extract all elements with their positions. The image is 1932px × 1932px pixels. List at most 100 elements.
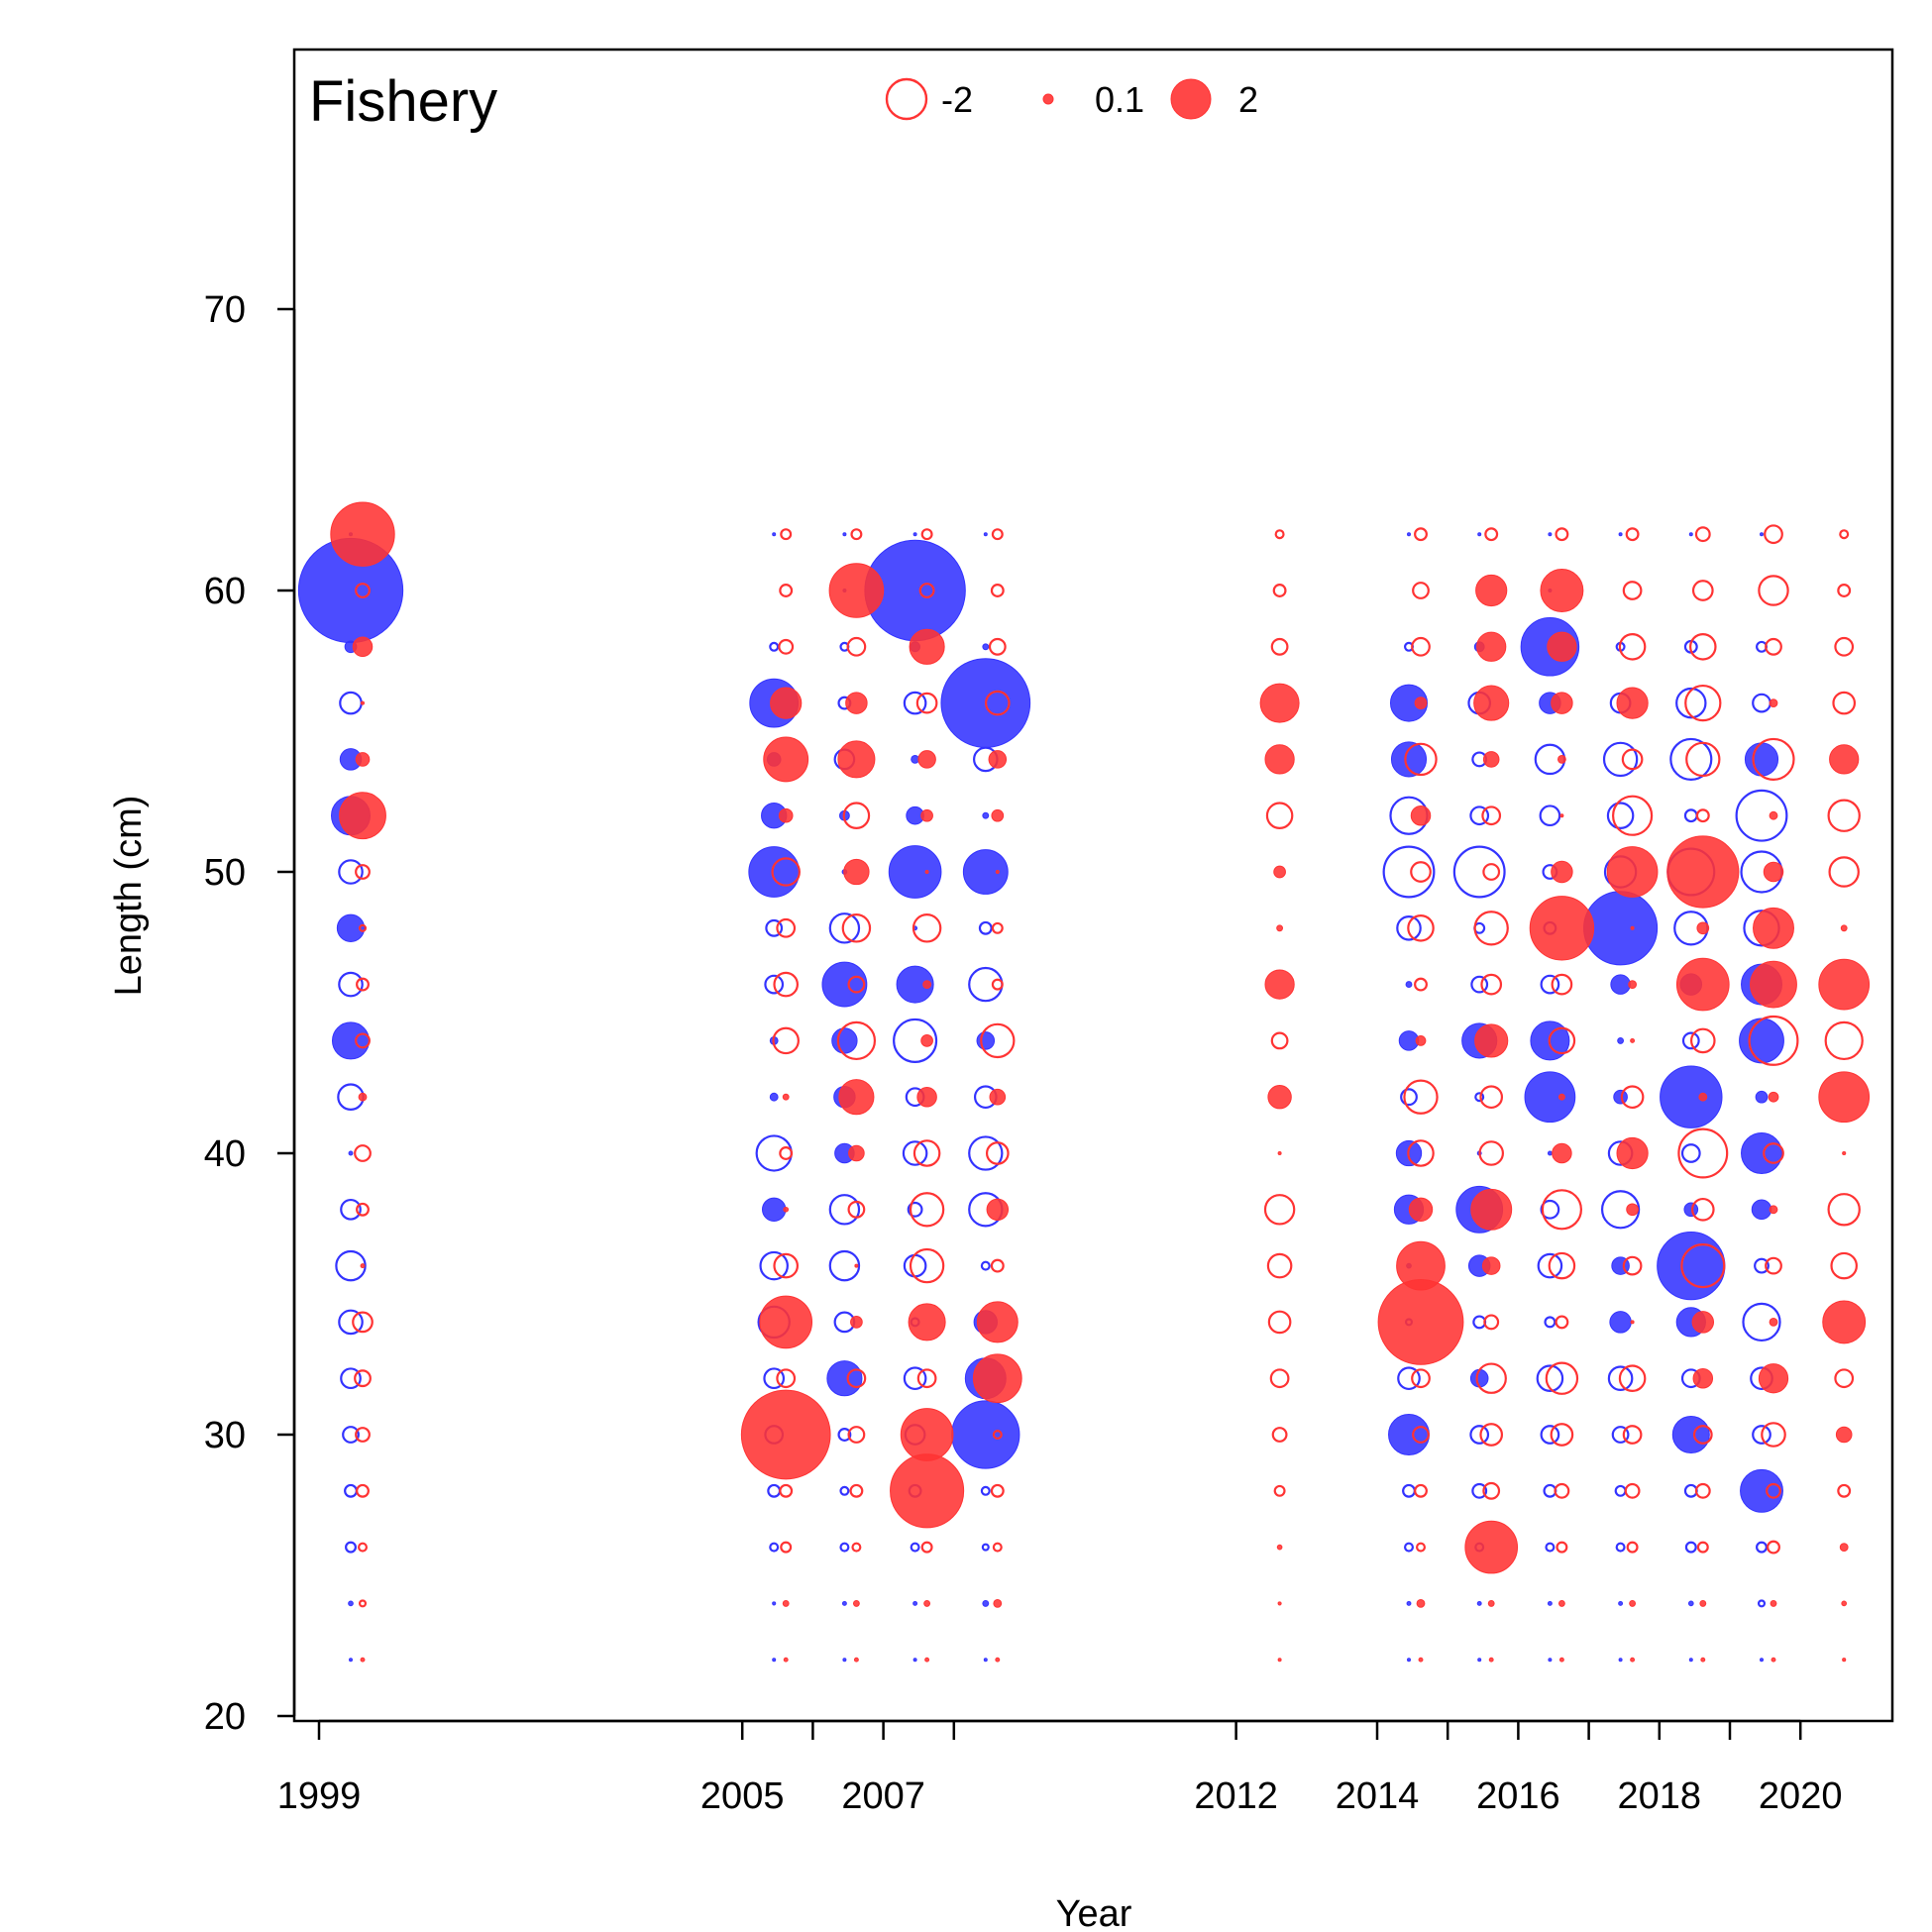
bubble-sex1 — [336, 913, 366, 942]
bubble-sex2 — [1548, 1251, 1576, 1280]
bubble-sex1 — [1618, 1600, 1624, 1606]
bubble-sex2 — [984, 690, 1011, 716]
y-axis: 20 30 40 50 60 70 — [204, 289, 296, 1738]
bubble-sex2 — [354, 1369, 372, 1388]
bubble-sex2 — [1271, 1427, 1288, 1443]
bubble-layer — [297, 501, 1871, 1663]
bubble-sex1 — [903, 691, 927, 715]
bubble-sex2 — [1551, 860, 1573, 884]
bubble-sex1 — [1540, 974, 1560, 995]
bubble-sex2 — [1767, 1540, 1780, 1555]
bubble-sex2 — [924, 870, 929, 874]
bubble-sex1 — [764, 974, 785, 995]
bubble-sex2 — [1677, 1127, 1729, 1179]
bubble-sex1 — [839, 1542, 850, 1553]
bubble-sex2 — [1481, 805, 1502, 826]
bubble-sex2 — [988, 750, 1008, 769]
bubble-sex2 — [1837, 584, 1852, 597]
bubble-sex2 — [1691, 1311, 1715, 1334]
bubble-sex2 — [1277, 1601, 1282, 1606]
legend-label-0.1: 0.1 — [1095, 79, 1144, 120]
bubble-sex2 — [1464, 1520, 1519, 1574]
bubble-sex1 — [831, 1027, 858, 1054]
bubble-sex1 — [340, 1367, 362, 1390]
x-tick-label: 2018 — [1618, 1775, 1702, 1817]
bubble-sex1 — [1618, 532, 1623, 537]
bubble-sex1 — [968, 1135, 1004, 1171]
bubble-sex1 — [1609, 1311, 1632, 1334]
bubble-sex2 — [1841, 1600, 1848, 1607]
bubble-sex2 — [1552, 1142, 1572, 1164]
bubble-sex2 — [778, 638, 795, 655]
bubble-sex1 — [1617, 1036, 1625, 1044]
bubble-sex2 — [1270, 1031, 1289, 1050]
bubble-sex1 — [978, 920, 993, 935]
bubble-sex2 — [1680, 1243, 1726, 1289]
bubble-sex2 — [995, 870, 1000, 874]
bubble-sex1 — [1755, 1090, 1769, 1104]
bubble-sex2 — [1626, 1203, 1639, 1217]
y-tick-label: 50 — [204, 852, 246, 894]
bubble-sex2 — [1410, 805, 1432, 826]
bubble-sex2 — [854, 1263, 859, 1268]
bubble-sex1 — [1474, 1092, 1485, 1103]
bubble-sex2 — [1837, 1483, 1852, 1498]
bubble-sex2 — [1766, 1482, 1781, 1499]
bubble-sex2 — [1414, 527, 1428, 542]
bubble-sex1 — [842, 532, 847, 537]
bubble-sex2 — [850, 528, 863, 541]
bubble-sex2 — [1555, 527, 1569, 542]
y-tick-label: 60 — [204, 571, 246, 612]
bubble-sex2 — [908, 1303, 946, 1342]
bubble-sex2 — [991, 978, 1004, 991]
x-tick-label: 2007 — [841, 1775, 925, 1817]
bubble-sex2 — [916, 1086, 937, 1108]
bubble-sex1 — [338, 859, 364, 885]
bubble-sex2 — [985, 1141, 1010, 1165]
bubble-sex2 — [1481, 1256, 1501, 1275]
bubble-sex2 — [1557, 1599, 1565, 1607]
bubble-sex1 — [828, 1249, 861, 1282]
bubble-sex2 — [1550, 1423, 1574, 1447]
bubble-sex1 — [1683, 1202, 1699, 1218]
bubble-sex2 — [783, 1206, 790, 1213]
bubble-sex1 — [1607, 1365, 1634, 1391]
bubble-sex1 — [1400, 1088, 1418, 1107]
bubble-sex2 — [1694, 1482, 1711, 1499]
bubble-sex2 — [773, 1252, 799, 1279]
bubble-sex1 — [1615, 1542, 1626, 1553]
bubble-sex1 — [772, 1601, 777, 1606]
bubble-sex2 — [355, 864, 371, 880]
bubble-sex2 — [1473, 911, 1509, 946]
bubble-sex1 — [983, 1658, 988, 1663]
bubble-sex2 — [1699, 1599, 1707, 1607]
bubble-sex1 — [1602, 741, 1639, 778]
bubble-sex2 — [1752, 737, 1795, 781]
bubble-sex2 — [1551, 973, 1573, 996]
bubble-sex1 — [1606, 802, 1635, 829]
bubble-sex1 — [1741, 1132, 1782, 1174]
bubble-sex2 — [356, 1483, 370, 1498]
bubble-sex2 — [1616, 1136, 1649, 1170]
bubble-sex1 — [951, 1400, 1020, 1469]
bubble-sex2 — [1479, 1423, 1504, 1447]
bubble-sex2 — [1540, 569, 1584, 612]
bubble-sex1 — [1735, 789, 1788, 842]
bubble-sex1 — [1469, 805, 1490, 826]
bubble-sex2 — [1408, 1197, 1434, 1223]
bubble-sex1 — [1756, 1541, 1768, 1554]
bubble-sex2 — [850, 1316, 863, 1329]
bubble-sex1 — [1382, 845, 1436, 899]
bubble-sex1 — [1389, 684, 1429, 722]
bubble-sex1 — [1610, 974, 1631, 995]
bubble-sex2 — [776, 917, 797, 938]
legend-marker-2 — [1170, 78, 1212, 120]
bubble-sex2 — [848, 1144, 865, 1162]
bubble-sex1 — [772, 1658, 777, 1663]
bubble-sex2 — [1839, 529, 1850, 540]
bubble-sex1 — [765, 918, 784, 937]
bubble-sex1 — [1548, 1658, 1553, 1663]
bubble-sex2 — [846, 1368, 867, 1389]
bubble-sex2 — [1272, 584, 1287, 597]
bubble-sex1 — [1681, 1031, 1700, 1050]
